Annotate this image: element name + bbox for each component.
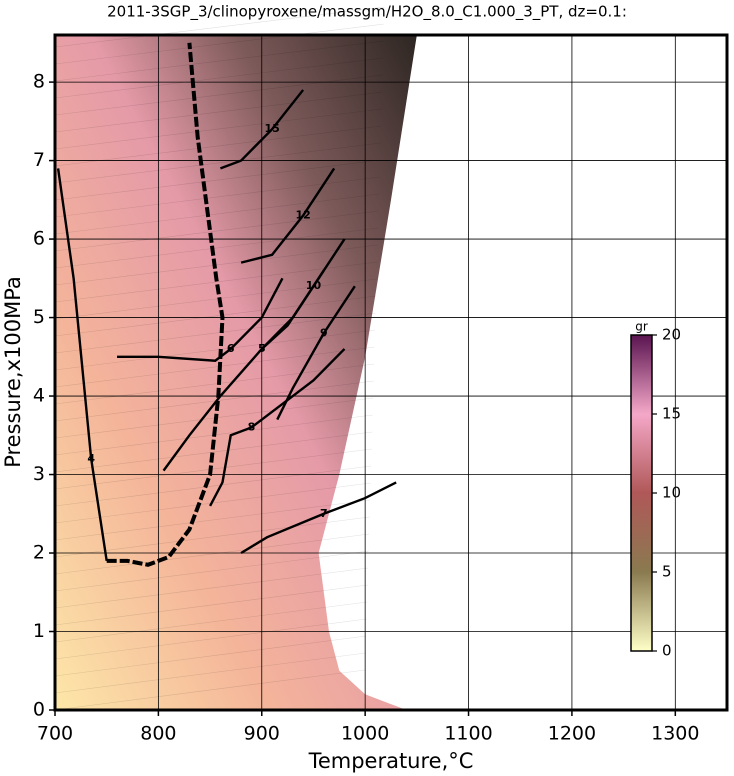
contour-label: 8: [248, 420, 256, 433]
texture-line: [54, 159, 381, 201]
contour-line: [240, 167, 336, 264]
contour-label: 9: [320, 326, 328, 339]
texture-line: [54, 567, 369, 609]
texture-line: [54, 278, 377, 320]
x-axis-label: Temperature,°C: [308, 749, 474, 773]
texture-line: [54, 295, 377, 337]
plot-frame: [53, 33, 729, 712]
texture-line: [54, 346, 375, 388]
texture-line: [54, 448, 372, 490]
y-tick-label: 1: [33, 620, 45, 642]
texture-line: [54, 312, 376, 354]
texture-line: [54, 91, 383, 133]
x-tick-label: 1100: [444, 723, 492, 745]
x-tick-label: 1000: [341, 723, 389, 745]
x-tick-label: 900: [244, 723, 280, 745]
texture-line: [54, 108, 382, 150]
y-tick-label: 8: [33, 71, 45, 93]
plot-area: 700 800 900 1000 1100 1200 1300012345678456789…: [33, 6, 729, 745]
y-tick-label: 0: [33, 699, 45, 721]
colorbar-label: gr: [635, 320, 648, 334]
contour-line: [117, 277, 284, 362]
chart-title: 2011-3SGP_3/clinopyroxene/massgm/H2O_8.0…: [107, 3, 627, 22]
texture-line: [54, 176, 380, 218]
contour-line: [240, 481, 397, 555]
colorbar-tick-label: 20: [662, 326, 681, 344]
contour-line: [219, 89, 305, 170]
texture-line: [54, 261, 378, 303]
x-tick-label: 1200: [548, 723, 596, 745]
texture-line: [54, 431, 373, 473]
contour-label: 10: [306, 279, 322, 292]
texture-line: [54, 516, 370, 558]
texture-line: [54, 23, 385, 65]
contour-line: [56, 168, 108, 562]
texture-line: [54, 601, 368, 643]
texture-line: [54, 618, 367, 660]
y-axis-label: Pressure,x100MPa: [1, 276, 25, 468]
colorbar-tick-label: 15: [662, 405, 681, 423]
texture-line: [54, 363, 375, 405]
texture-line: [54, 465, 372, 507]
phase-boundary: [106, 42, 225, 567]
texture-line: [54, 210, 379, 252]
colorbar: [630, 334, 653, 652]
texture-line: [54, 227, 379, 269]
colorbar-tick-label: 5: [662, 563, 672, 581]
texture-line: [54, 652, 366, 694]
texture-line: [54, 142, 381, 184]
texture-line: [54, 533, 370, 575]
y-tick-label: 2: [33, 542, 45, 564]
y-tick-label: 4: [33, 385, 45, 407]
contour-line: [276, 285, 356, 421]
texture-line: [54, 550, 369, 592]
contour-label: 6: [227, 342, 235, 355]
texture-line: [54, 635, 367, 677]
contour-label: 4: [87, 452, 95, 465]
y-tick-label: 3: [33, 463, 45, 485]
texture-line: [54, 74, 383, 116]
texture-line: [54, 6, 385, 48]
contour-line: [260, 238, 346, 350]
x-tick-label: 1300: [651, 723, 699, 745]
x-tick-label: 800: [140, 723, 176, 745]
texture-line: [54, 499, 371, 541]
contour-label: 12: [295, 209, 310, 222]
contour-line: [209, 348, 346, 507]
texture-line: [54, 193, 380, 235]
texture-line: [54, 40, 384, 82]
x-tick-label: 700: [37, 723, 73, 745]
colorbar-tick-label: 10: [662, 484, 681, 502]
y-tick-label: 6: [33, 228, 45, 250]
texture-line: [54, 125, 382, 167]
y-tick-label: 7: [33, 149, 45, 171]
texture-line: [54, 380, 374, 422]
texture-line: [54, 669, 366, 711]
contour-label: 15: [264, 122, 279, 135]
data-field: [55, 35, 417, 710]
y-tick-label: 5: [33, 306, 45, 328]
texture-line: [54, 57, 384, 99]
texture-line: [54, 584, 368, 626]
contour-label: 7: [320, 507, 328, 520]
colorbar-tick-label: 0: [662, 642, 672, 660]
